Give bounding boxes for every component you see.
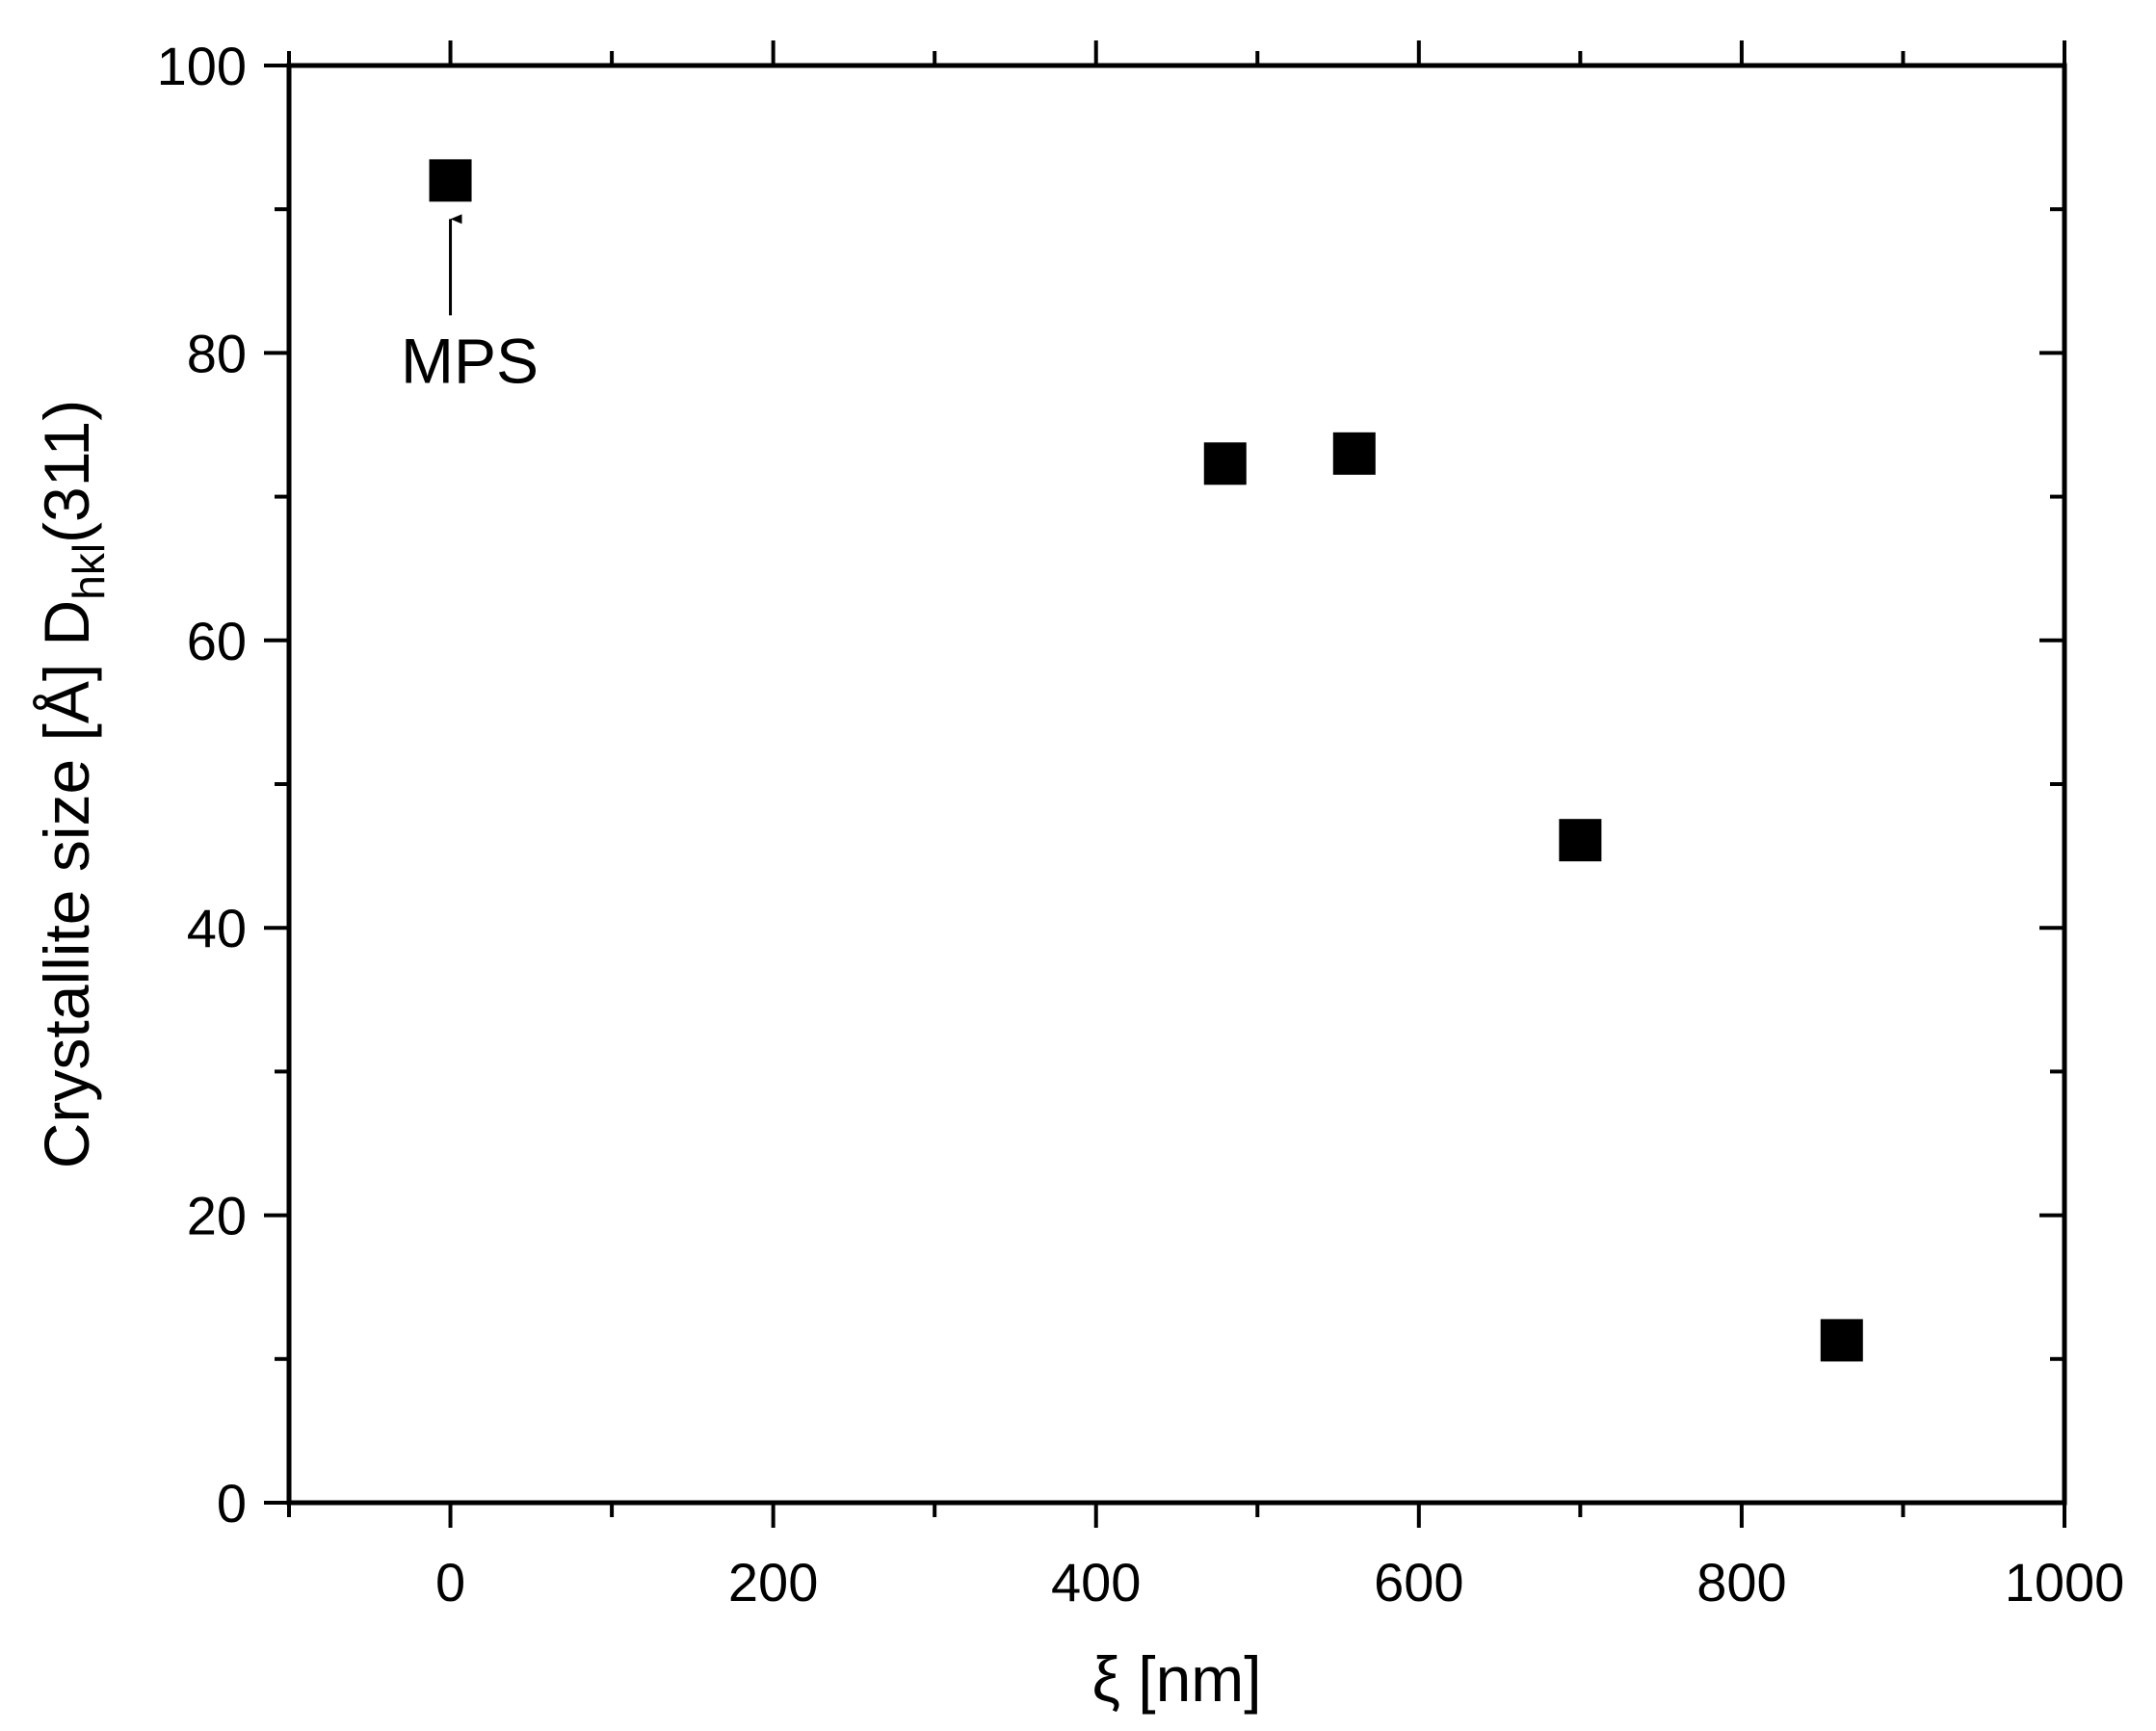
y-tick-label: 100 bbox=[157, 36, 247, 96]
annotations: MPS bbox=[401, 214, 539, 396]
x-tick-label: 400 bbox=[1051, 1552, 1141, 1613]
y-axis-title: Crystallite size [Å] Dhkl(311) bbox=[31, 400, 114, 1168]
data-point bbox=[1203, 442, 1247, 485]
x-tick-label: 600 bbox=[1374, 1552, 1463, 1613]
y-tick-label: 60 bbox=[187, 611, 247, 671]
data-point bbox=[1332, 432, 1376, 475]
x-tick-label: 800 bbox=[1696, 1552, 1786, 1613]
y-tick-label: 40 bbox=[187, 898, 247, 958]
y-axis-title-suffix: (311) bbox=[31, 400, 102, 543]
tick-labels: 0 200 400 600 800 1000 0 20 40 60 80 100 bbox=[157, 36, 2125, 1613]
y-axis-title-subscript: hkl bbox=[64, 543, 114, 600]
y-tick-label: 20 bbox=[187, 1186, 247, 1246]
x-tick-label: 0 bbox=[435, 1552, 465, 1613]
annotation-label: MPS bbox=[401, 325, 539, 396]
y-axis-title-main: Crystallite size [Å] D bbox=[31, 600, 102, 1168]
data-points bbox=[429, 159, 1863, 1362]
y-tick-label: 0 bbox=[217, 1473, 247, 1534]
plot-area-frame bbox=[286, 63, 2067, 1506]
data-point bbox=[1559, 819, 1602, 862]
x-tick-label: 1000 bbox=[2005, 1552, 2125, 1613]
axis-ticks bbox=[264, 40, 2066, 1528]
y-tick-label: 80 bbox=[187, 323, 247, 383]
x-axis-title: ξ [nm] bbox=[1091, 1643, 1261, 1715]
data-point bbox=[429, 159, 472, 202]
data-point bbox=[1820, 1319, 1863, 1362]
x-tick-label: 200 bbox=[728, 1552, 818, 1613]
